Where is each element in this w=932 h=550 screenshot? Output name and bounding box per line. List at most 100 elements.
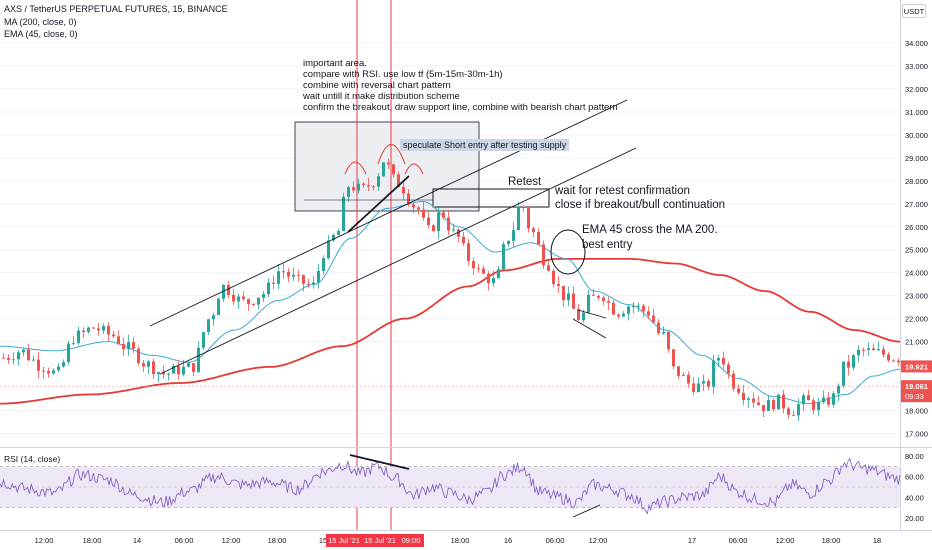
candle-body (202, 332, 205, 348)
candle-body (777, 394, 780, 410)
candle-body (27, 349, 30, 361)
candle-body (467, 243, 470, 262)
highlight-tick: 09:00 (402, 536, 421, 545)
candle-body (77, 330, 80, 344)
time-tick: 12:00 (776, 536, 795, 545)
note-line: combine with reversal chart pattern (303, 80, 451, 91)
candle-body (827, 397, 830, 405)
time-tick: 12:00 (35, 536, 54, 545)
time-tick: 06:00 (546, 536, 565, 545)
candle-body (247, 299, 250, 304)
ema-legend[interactable]: EMA (45, close, 0) (4, 29, 78, 39)
candle-body (57, 366, 60, 371)
candle-body (312, 282, 315, 285)
candle-body (272, 282, 275, 284)
candle-body (457, 229, 460, 237)
candle-body (197, 347, 200, 372)
candle-body (472, 261, 475, 269)
candle-body (407, 193, 410, 205)
candle-body (62, 361, 65, 367)
candle-body (462, 236, 465, 244)
candle-body (557, 284, 560, 286)
candle-body (802, 395, 805, 405)
candle-body (752, 398, 755, 403)
candle-body (627, 306, 630, 314)
currency-button[interactable]: USDT (902, 4, 926, 18)
price-axis: 34.000 33.000 32.000 31.000 30.000 29.000 28.0… (0, 0, 932, 531)
candle-body (192, 363, 195, 372)
price-tick: 25.000 (905, 246, 928, 255)
candle-body (22, 349, 25, 353)
candle-body (662, 331, 665, 334)
candle-body (697, 383, 700, 392)
candle-body (172, 365, 175, 374)
candle-body (402, 186, 405, 194)
candle-body (702, 380, 705, 384)
highlight-tick-bg (398, 534, 424, 547)
candle-body (862, 349, 865, 351)
highlight-tick: 15 Jul '21 (328, 536, 360, 545)
rsi-legend[interactable]: RSI (14, close) (4, 454, 61, 464)
candle-body (302, 275, 305, 284)
channel-upper-line (149, 99, 628, 327)
right-shoulder-arc (404, 163, 424, 175)
left-shoulder-arc (344, 161, 367, 175)
candle-body (552, 270, 555, 285)
candle-body (687, 374, 690, 384)
candle-body (577, 308, 580, 321)
candle-body (897, 360, 900, 363)
candle-body (492, 278, 495, 284)
candle-body (327, 240, 330, 259)
price-tick: 31.000 (905, 108, 928, 117)
candle-body (222, 284, 225, 299)
rsi-trend-line (572, 504, 601, 518)
candle-body (792, 414, 795, 416)
candle-body (122, 344, 125, 350)
candle-body (72, 343, 75, 345)
rsi-divergence-line (349, 454, 410, 470)
candle-body (267, 282, 270, 295)
highlight-tick: 15 Jul '21 (364, 536, 396, 545)
price-tick: 28.000 (905, 177, 928, 186)
candle-body (562, 285, 565, 301)
candle-body (742, 392, 745, 401)
candle-body (47, 370, 50, 374)
time-tick: 17 (688, 536, 696, 545)
ma-legend[interactable]: MA (200, close, 0) (4, 17, 77, 27)
candle-body (602, 297, 605, 302)
candle-body (872, 348, 875, 351)
candle-body (237, 296, 240, 302)
candle-body (617, 314, 620, 317)
retest-label: Retest (508, 176, 542, 188)
candle-body (97, 328, 100, 331)
candle-body (262, 294, 265, 298)
candle-body (757, 402, 760, 406)
candle-body (322, 258, 325, 271)
candle-body (567, 293, 570, 301)
wedge-lower (572, 318, 607, 339)
price-tick: 32.000 (905, 85, 928, 94)
price-tick: 24.000 (905, 269, 928, 278)
price-tick: 18.000 (905, 407, 928, 416)
price-tick: 26.000 (905, 223, 928, 232)
candle-body (397, 174, 400, 187)
price-tick: 34.000 (905, 39, 928, 48)
price-tick: 27.000 (905, 200, 928, 209)
candle-body (502, 244, 505, 270)
candle-body (767, 400, 770, 411)
price-tick: 33.000 (905, 62, 928, 71)
candle-body (812, 400, 815, 411)
candle-body (537, 232, 540, 245)
candle-body (132, 342, 135, 349)
highlight-tick-bg (326, 534, 362, 547)
candle-body (527, 208, 530, 229)
time-tick: 18 (873, 536, 881, 545)
rsi-tick: 80.00 (905, 452, 924, 461)
candle-body (852, 355, 855, 368)
price-tick: 29.000 (905, 154, 928, 163)
rsi-tick: 60.00 (905, 473, 924, 482)
candle-body (477, 268, 480, 270)
